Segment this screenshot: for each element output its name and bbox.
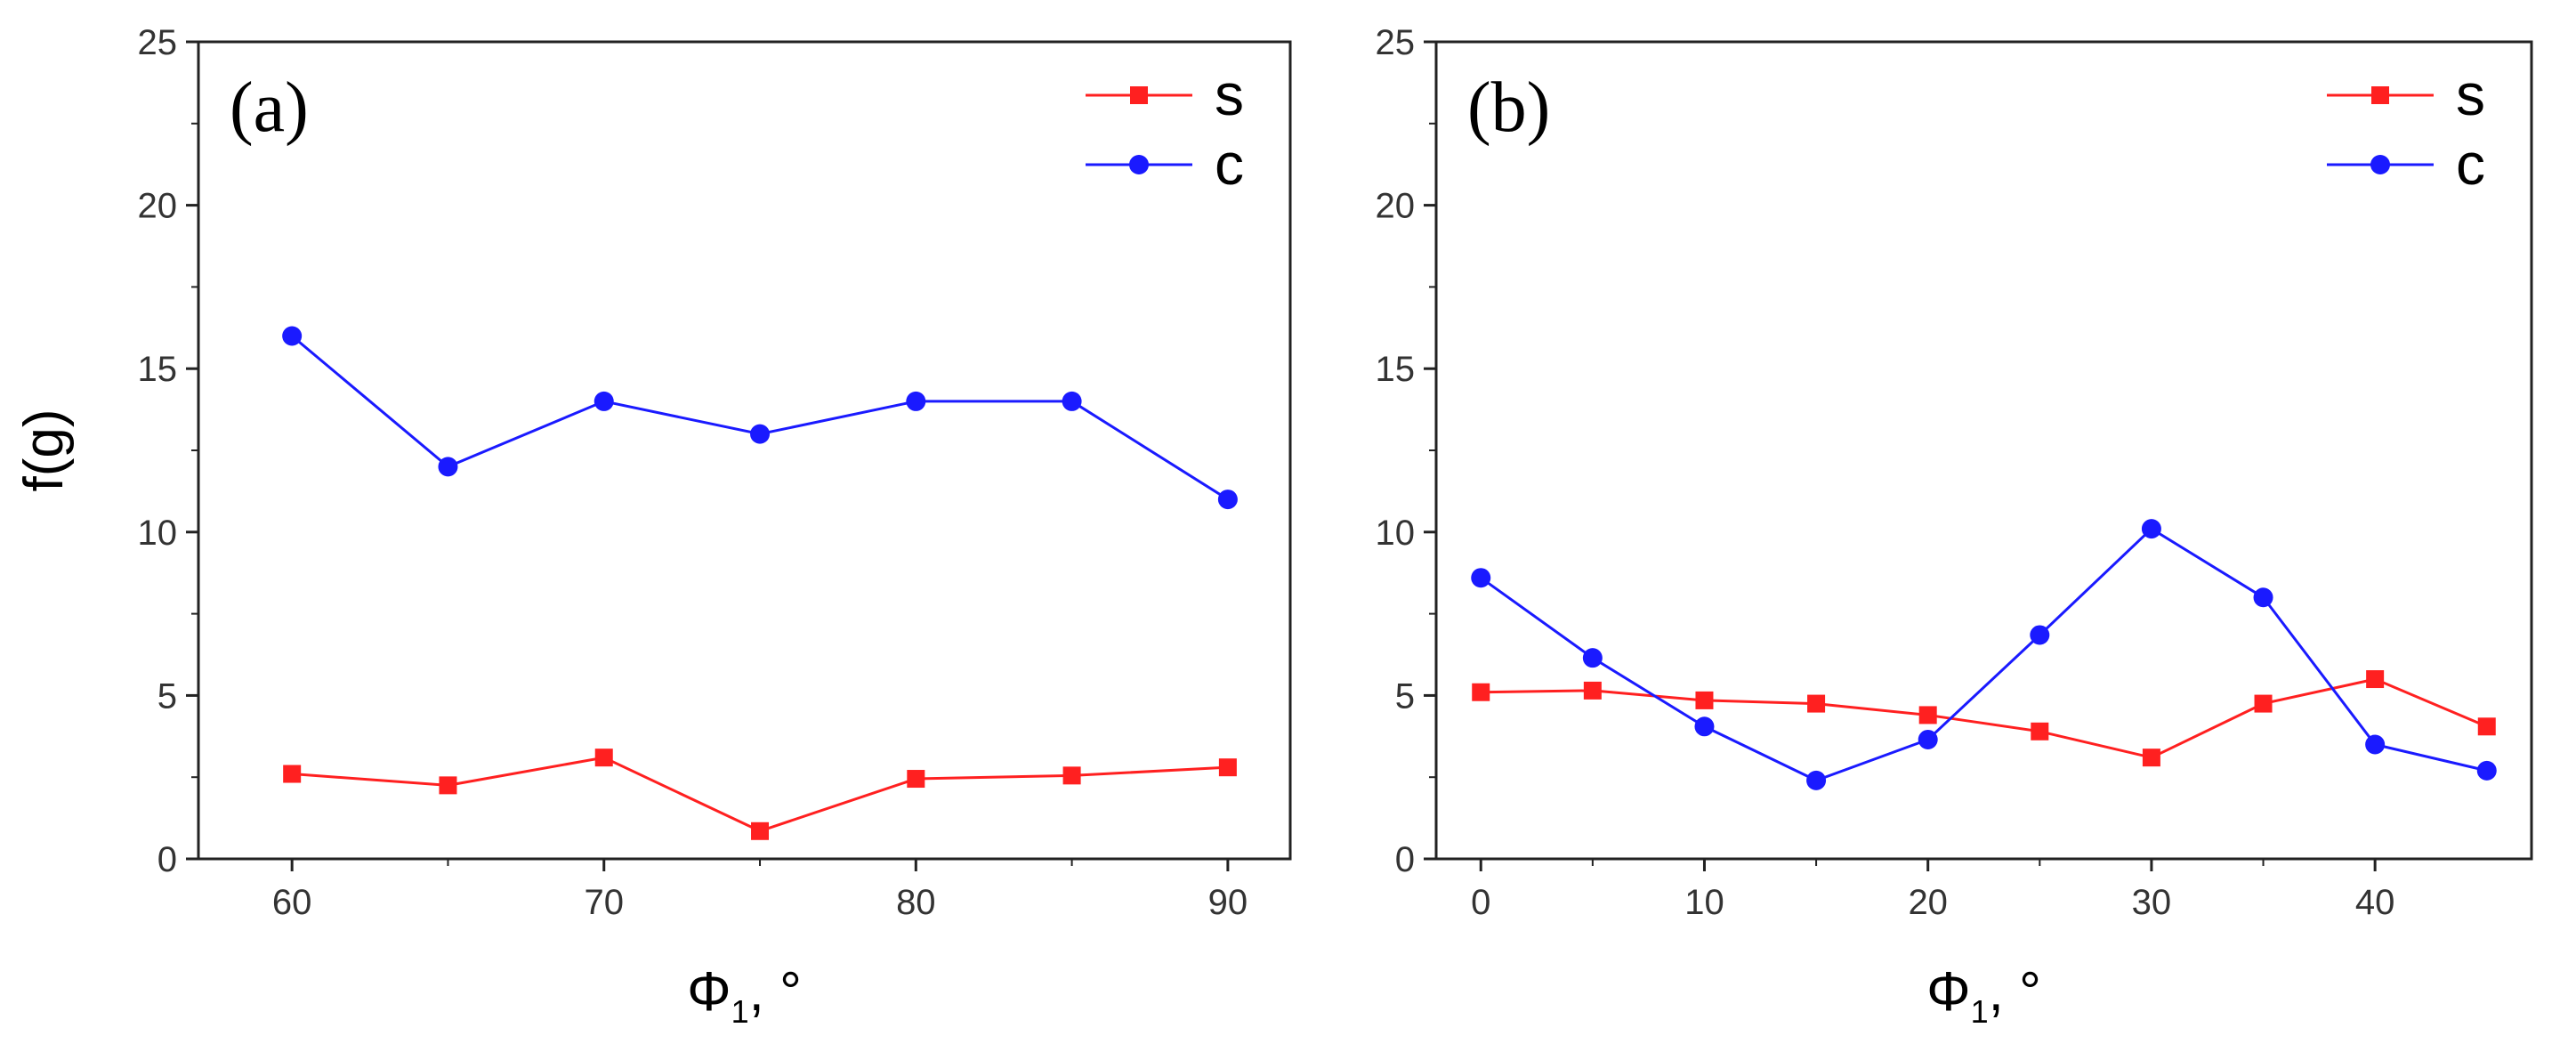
data-point-s	[1807, 694, 1826, 713]
data-point-c	[906, 391, 926, 411]
data-point-c	[1471, 568, 1491, 588]
y-tick-label: 5	[157, 676, 177, 716]
panel-a: 0 5 10 15 20 25 60 70 80 90 f(g) Φ1, ° (a) sc	[13, 23, 1292, 1030]
x-axis-unit: , °	[1989, 961, 2041, 1023]
legend: sc	[1086, 61, 1244, 197]
x-tick-label: 40	[2355, 883, 2395, 922]
data-point-c	[2141, 519, 2161, 539]
data-point-c	[282, 326, 303, 346]
x-axis-unit: , °	[749, 961, 802, 1023]
y-tick-label: 15	[1376, 350, 1416, 389]
data-point-s	[594, 749, 613, 767]
x-axis-subscript: 1	[1971, 993, 1989, 1030]
y-tick-label: 10	[1376, 514, 1416, 553]
data-point-s	[1218, 758, 1237, 777]
series-s	[1472, 670, 2496, 767]
series-c	[282, 326, 1238, 510]
legend-marker-s	[2371, 86, 2389, 104]
x-tick-label: 30	[2132, 883, 2172, 922]
series-s	[283, 749, 1237, 840]
legend-marker-c	[1129, 155, 1149, 174]
legend-label-s: s	[1215, 61, 1244, 127]
x-axis-subscript: 1	[731, 993, 749, 1030]
data-point-s	[283, 765, 302, 783]
x-tick-label: 10	[1684, 883, 1724, 922]
legend-label-s: s	[2456, 61, 2485, 127]
y-tick-label: 10	[138, 514, 178, 553]
legend-marker-c	[2370, 155, 2390, 174]
data-point-s	[907, 770, 925, 789]
data-point-c	[1918, 729, 1938, 749]
series-c	[1471, 519, 2497, 790]
data-point-c	[1694, 716, 1715, 737]
data-point-c	[1806, 770, 1827, 790]
panel-b: 0 5 10 15 20 25 0 10 20 30 40 Φ1, ° (b) sc	[1376, 23, 2533, 1030]
y-tick-label: 0	[1395, 840, 1415, 879]
x-tick-label: 20	[1908, 883, 1948, 922]
data-point-s	[1062, 766, 1081, 785]
x-tick-label: 0	[1471, 883, 1490, 922]
legend: sc	[2327, 61, 2485, 197]
x-axis-title: Φ1, °	[687, 961, 802, 1030]
series-line-s	[1481, 677, 2488, 759]
data-point-c	[2476, 760, 2497, 781]
data-point-c	[2030, 625, 2050, 645]
data-point-s	[439, 776, 457, 795]
data-point-s	[2254, 694, 2273, 713]
data-point-s	[2031, 722, 2049, 741]
data-point-c	[1582, 648, 1603, 668]
x-tick-label: 90	[1208, 883, 1248, 922]
y-axis-title: f(g)	[13, 409, 75, 492]
data-point-s	[1472, 683, 1490, 701]
panel-label: (a)	[230, 69, 309, 147]
y-tick-label: 25	[138, 23, 178, 62]
y-tick-label: 0	[157, 840, 177, 879]
x-tick-label: 80	[896, 883, 936, 922]
x-tick-label: 70	[584, 883, 624, 922]
y-tick-label: 20	[138, 187, 178, 226]
data-point-s	[2142, 749, 2160, 767]
data-point-c	[1217, 490, 1238, 510]
y-tick-label: 5	[1395, 676, 1415, 716]
data-point-s	[1695, 691, 1714, 709]
series-line-c	[291, 335, 1229, 501]
y-tick-label: 20	[1376, 187, 1416, 226]
y-tick-label: 25	[1376, 23, 1416, 62]
x-axis-symbol: Φ	[1926, 961, 1970, 1023]
legend-label-c: c	[2456, 131, 2485, 197]
data-point-c	[2253, 587, 2273, 608]
data-point-c	[438, 457, 458, 477]
data-point-c	[2365, 734, 2386, 755]
x-tick-label: 60	[272, 883, 312, 922]
data-point-s	[2366, 670, 2385, 689]
y-tick-label: 15	[138, 350, 178, 389]
data-point-s	[1583, 681, 1602, 700]
x-axis-title: Φ1, °	[1926, 961, 2041, 1030]
panel-label: (b)	[1467, 69, 1550, 147]
series-line-s	[292, 756, 1228, 833]
data-point-s	[1918, 706, 1937, 724]
data-point-s	[751, 821, 770, 840]
series-line-c	[1480, 527, 2488, 782]
legend-marker-s	[1130, 86, 1148, 104]
legend-label-c: c	[1215, 131, 1244, 197]
data-point-s	[2477, 717, 2496, 736]
x-axis-symbol: Φ	[687, 961, 731, 1023]
data-point-c	[594, 391, 614, 411]
data-point-c	[1062, 391, 1082, 411]
data-point-c	[750, 424, 771, 444]
